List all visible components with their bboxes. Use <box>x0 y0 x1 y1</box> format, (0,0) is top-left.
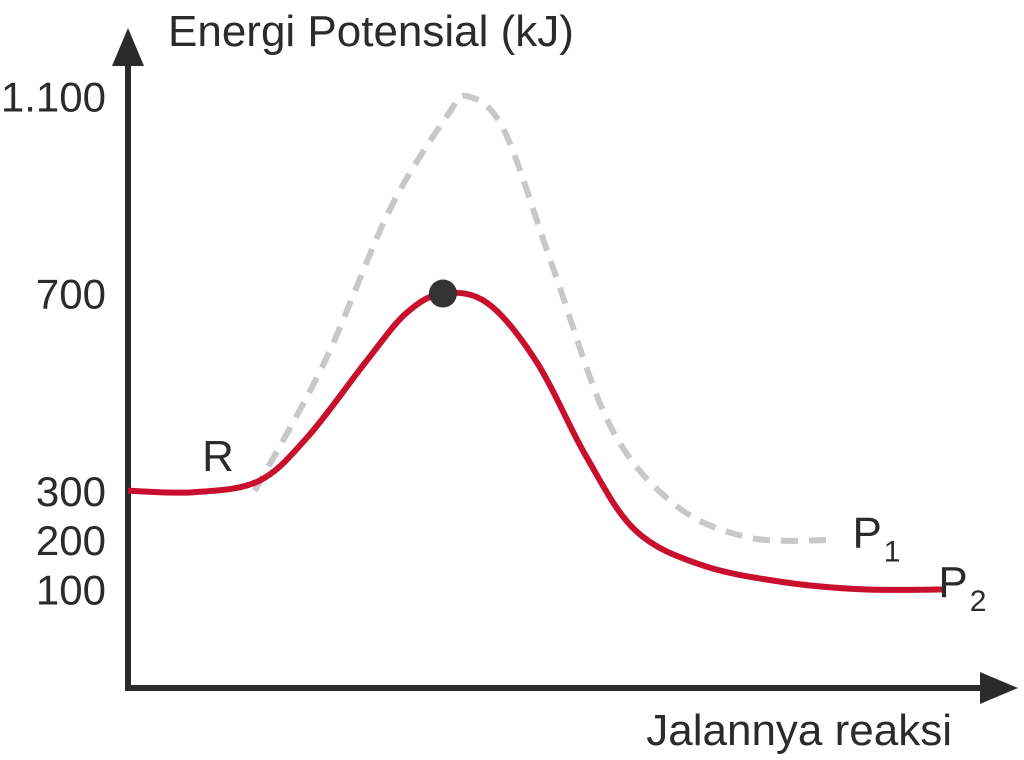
transition-state-point <box>428 279 457 308</box>
point-label-p1: P1 <box>852 508 900 568</box>
y-tick-label: 100 <box>36 566 106 613</box>
uncatalyzed-curve <box>252 92 828 544</box>
y-axis-title: Energi Potensial (kJ) <box>168 7 574 56</box>
catalyzed-curve <box>127 289 947 593</box>
y-tick-label: 300 <box>36 468 106 515</box>
point-label-r: R <box>202 432 234 481</box>
x-axis-arrow <box>980 672 1018 704</box>
series-group <box>127 92 947 593</box>
y-tick-label: 700 <box>36 271 106 318</box>
x-axis-title: Jalannya reaksi <box>646 706 952 755</box>
y-axis-arrow <box>112 28 144 66</box>
y-tick-label: 1.100 <box>1 73 106 120</box>
point-label-p2: P2 <box>938 558 986 618</box>
point-labels: R P1 P2 <box>202 432 986 618</box>
y-tick-label: 200 <box>36 517 106 564</box>
